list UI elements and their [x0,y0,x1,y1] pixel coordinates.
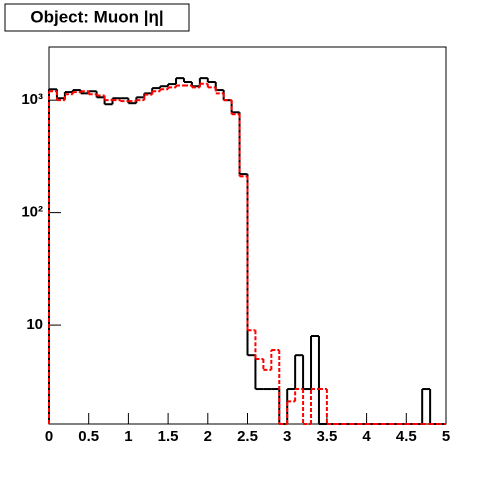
x-tick-label: 2.5 [237,428,258,445]
x-tick-label: 4 [362,428,371,445]
y-tick-label: 10 [26,316,43,333]
y-tick-label: 10³ [21,91,43,108]
chart-title: Object: Muon |η| [30,7,163,26]
x-tick-label: 2 [204,428,212,445]
x-tick-label: 0 [45,428,53,445]
x-tick-label: 5 [442,428,450,445]
x-tick-label: 1.5 [158,428,179,445]
x-tick-label: 0.5 [78,428,99,445]
x-tick-label: 3 [283,428,291,445]
title-box [4,3,190,32]
y-tick-label: 10² [21,204,43,221]
x-tick-label: 3.5 [316,428,337,445]
x-tick-label: 4.5 [396,428,417,445]
x-tick-label: 1 [124,428,132,445]
